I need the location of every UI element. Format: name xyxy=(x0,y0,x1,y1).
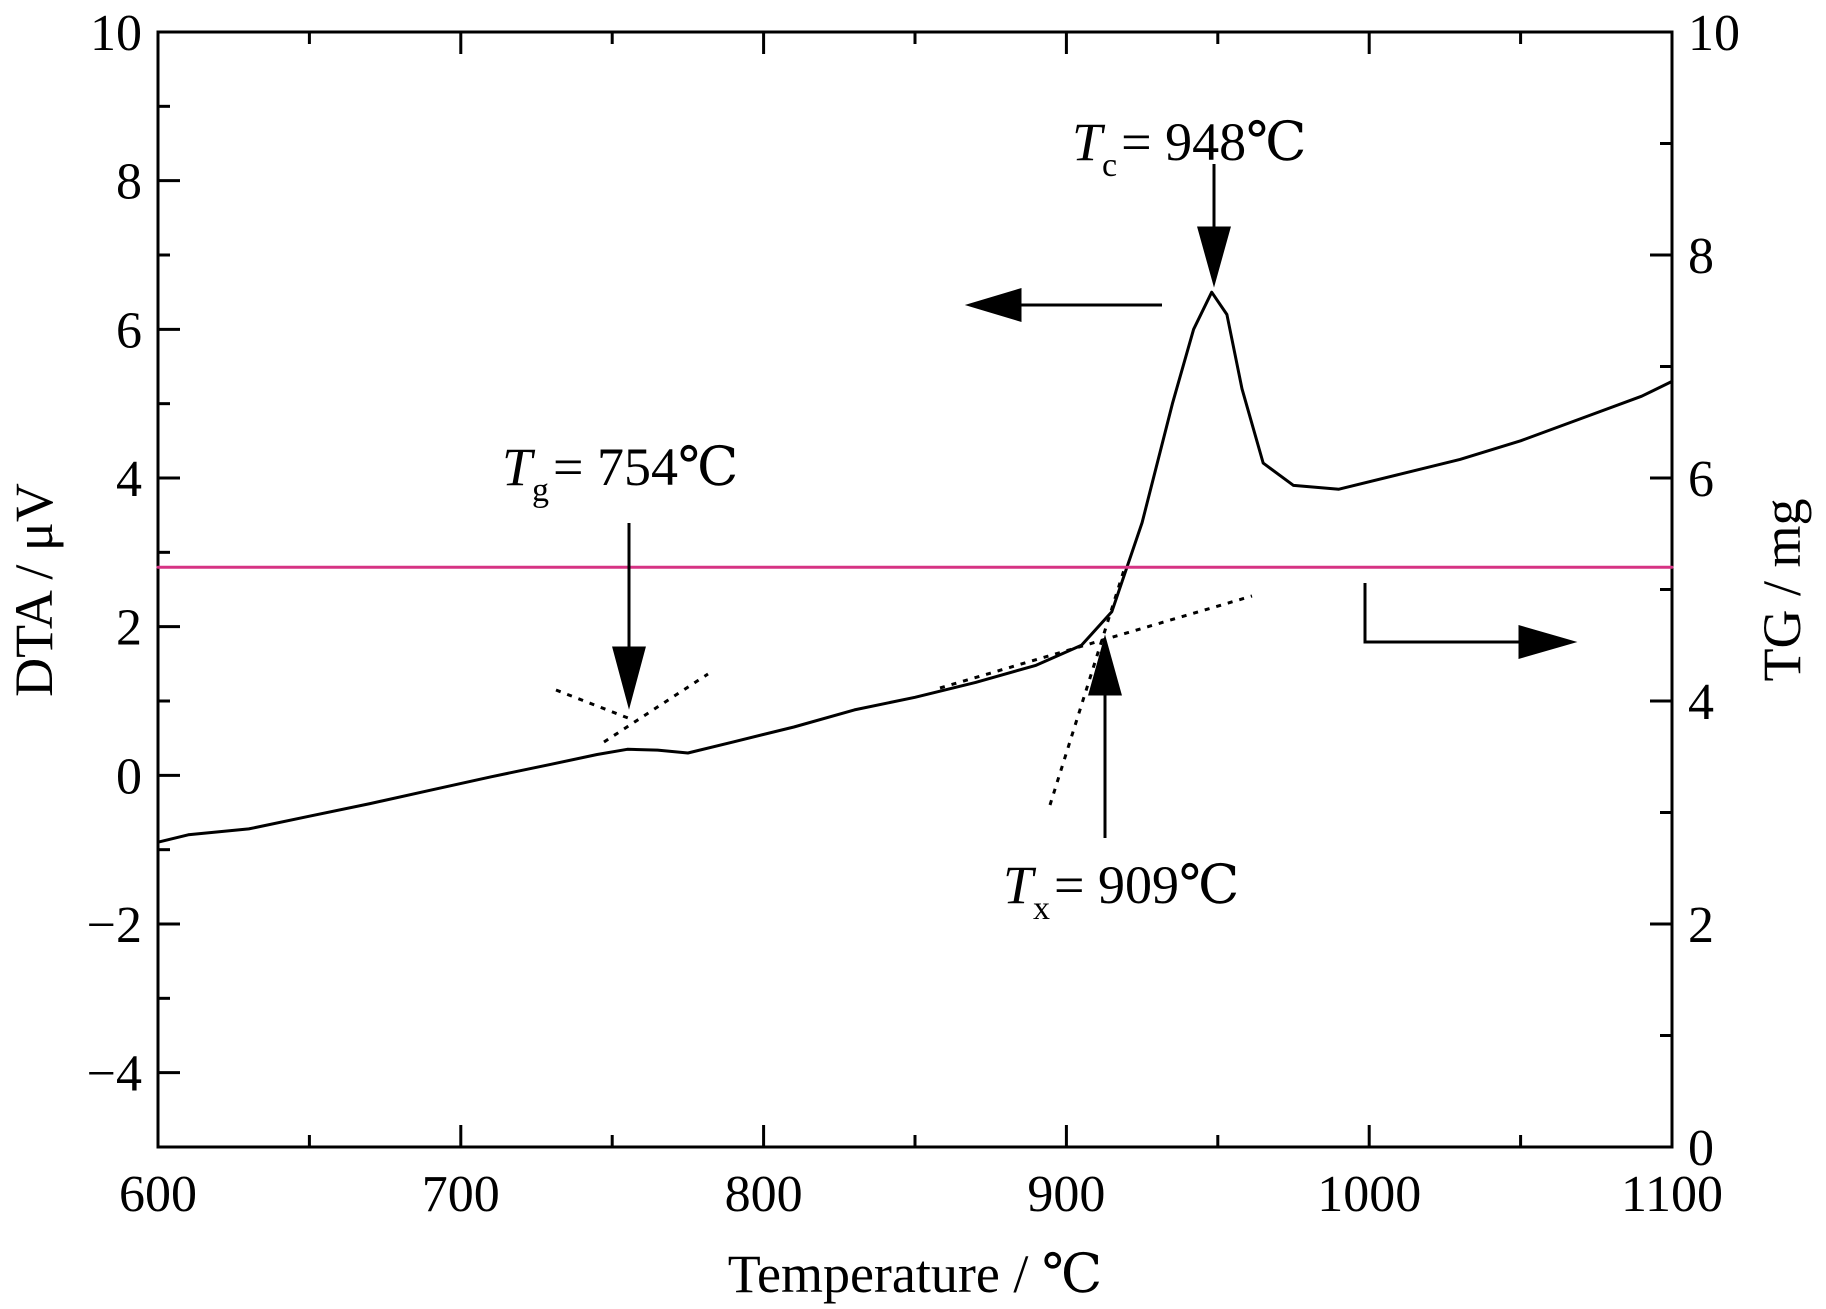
tx-annotation-value: = 909℃ xyxy=(1054,855,1239,915)
y-right-tick-label: 6 xyxy=(1688,451,1714,508)
tc-arrow-head xyxy=(1197,226,1231,288)
y-left-tick-label: 4 xyxy=(116,451,142,508)
y-left-tick-label: −2 xyxy=(87,897,142,954)
tg-annotation-sub: g xyxy=(532,472,549,509)
dta-axis-arrow-head xyxy=(964,287,1022,323)
dta-series-line xyxy=(156,290,1674,844)
x-tick-label: 800 xyxy=(725,1166,803,1223)
x-tick-label: 1000 xyxy=(1317,1166,1421,1223)
x-axis-title: Temperature / ℃ xyxy=(728,1244,1102,1304)
tc-annotation-value: = 948℃ xyxy=(1121,112,1306,172)
plot-frame xyxy=(156,30,1674,1149)
y-left-tick-label: 8 xyxy=(116,154,142,211)
x-tick-label: 600 xyxy=(119,1166,197,1223)
tx-annotation-var: T xyxy=(1003,855,1037,915)
tx-annotation: Tx= 909℃ xyxy=(1003,855,1239,927)
tx-arrow-head xyxy=(1088,634,1122,696)
tx-annotation-sub: x xyxy=(1033,890,1050,927)
y-right-tick-label: 2 xyxy=(1688,897,1714,954)
tg-axis-arrow-head xyxy=(1518,625,1578,659)
tg-annotation: Tg= 754℃ xyxy=(502,437,738,509)
tangent-lines xyxy=(555,569,1253,806)
tx-onset-tangent xyxy=(1048,569,1126,806)
x-tick-label: 900 xyxy=(1027,1166,1105,1223)
y-left-tick-label: 2 xyxy=(116,600,142,657)
tc-annotation-var: T xyxy=(1072,112,1106,172)
tc-annotation: Tc= 948℃ xyxy=(1072,112,1307,184)
annotation-arrows xyxy=(612,164,1578,838)
tg-annotation-var: T xyxy=(502,437,536,497)
tc-annotation-sub: c xyxy=(1102,147,1117,184)
left-axis-title: DTA / μV xyxy=(4,483,64,697)
y-right-tick-label: 10 xyxy=(1688,5,1740,62)
x-tick-label: 1100 xyxy=(1621,1166,1723,1223)
y-right-tick-label: 4 xyxy=(1688,674,1714,731)
tg-tangent-left xyxy=(555,688,629,720)
y-left-tick-label: 10 xyxy=(90,5,142,62)
tg-arrow-head xyxy=(612,646,646,710)
x-tick-label: 700 xyxy=(422,1166,500,1223)
y-right-tick-label: 0 xyxy=(1688,1120,1714,1177)
y-right-tick-label: 8 xyxy=(1688,228,1714,285)
tg-annotation-value: = 754℃ xyxy=(553,437,738,497)
y-left-tick-label: −4 xyxy=(87,1046,142,1103)
tg-tangent-right xyxy=(603,672,709,744)
y-left-tick-label: 6 xyxy=(116,302,142,359)
axis-ticks xyxy=(156,30,1674,1149)
y-left-tick-label: 0 xyxy=(116,748,142,805)
right-axis-title: TG / mg xyxy=(1752,499,1812,682)
series-layer xyxy=(156,290,1674,844)
tg-axis-arrow-shaft xyxy=(1363,583,1524,644)
axis-tick-labels: 600 700 800 900 1000 1100 −4 −2 0 2 4 6 8 10 0 2 4 6 8 10 xyxy=(87,5,1740,1223)
